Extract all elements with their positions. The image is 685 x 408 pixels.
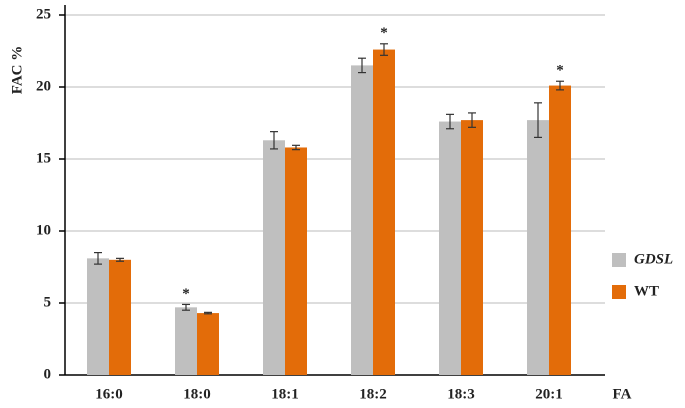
x-tick-label: 18:0 bbox=[183, 386, 211, 402]
legend-swatch bbox=[612, 285, 626, 299]
error-bar bbox=[270, 131, 278, 150]
bar bbox=[439, 121, 461, 375]
y-tick-label: 10 bbox=[36, 222, 51, 238]
error-bar bbox=[534, 102, 542, 138]
bar bbox=[87, 258, 109, 375]
x-tick-label: 16:0 bbox=[95, 386, 123, 402]
bar bbox=[549, 85, 571, 375]
y-tick-label: 15 bbox=[36, 150, 51, 166]
y-tick-label: 20 bbox=[36, 78, 51, 94]
y-tick-label: 5 bbox=[44, 294, 52, 310]
error-bar bbox=[204, 311, 212, 315]
bar bbox=[263, 140, 285, 375]
bar bbox=[197, 313, 219, 375]
error-bar bbox=[182, 303, 190, 311]
error-bar bbox=[358, 57, 366, 74]
x-axis-label: FA bbox=[613, 386, 632, 402]
bar bbox=[109, 259, 131, 375]
significance-mark: * bbox=[182, 286, 190, 302]
error-bar bbox=[556, 80, 564, 91]
bar bbox=[373, 49, 395, 376]
error-bar bbox=[116, 257, 124, 262]
significance-mark: * bbox=[556, 63, 564, 79]
significance-mark: * bbox=[380, 25, 388, 41]
error-bar bbox=[94, 252, 102, 265]
bar bbox=[461, 120, 483, 376]
bar bbox=[285, 147, 307, 375]
x-tick-label: 20:1 bbox=[535, 386, 563, 402]
error-bar bbox=[380, 43, 388, 56]
x-tick-label: 18:1 bbox=[271, 386, 299, 402]
x-tick-label: 18:2 bbox=[359, 386, 387, 402]
error-bar bbox=[292, 144, 300, 151]
legend-label: WT bbox=[634, 283, 659, 299]
legend-swatch bbox=[612, 253, 626, 267]
bar bbox=[175, 307, 197, 375]
y-tick-label: 0 bbox=[44, 366, 52, 382]
y-tick-label: 25 bbox=[36, 6, 51, 22]
bar bbox=[351, 65, 373, 376]
error-bar bbox=[446, 113, 454, 130]
legend-label: GDSL bbox=[634, 251, 673, 267]
error-bar bbox=[468, 112, 476, 128]
bar bbox=[527, 120, 549, 376]
x-tick-label: 18:3 bbox=[447, 386, 475, 402]
y-axis-label: FAC % bbox=[9, 46, 25, 94]
